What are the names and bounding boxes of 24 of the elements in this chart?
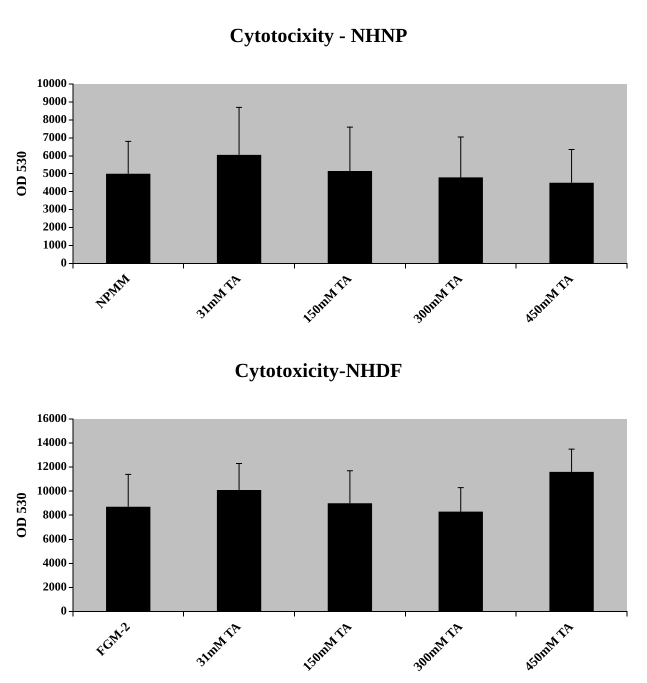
y-tick-label: 8000: [42, 112, 67, 126]
y-tick-label: 14000: [36, 435, 67, 450]
y-tick-label: 5000: [42, 166, 67, 180]
y-tick-label: 0: [60, 604, 67, 618]
y-tick-label: 6000: [42, 148, 67, 162]
y-tick-label: 4000: [42, 184, 67, 198]
y-axis-title: OD 530: [15, 492, 30, 538]
y-tick-label: 9000: [42, 94, 67, 108]
y-tick-label: 1000: [42, 238, 67, 252]
y-tick-label: 16000: [36, 411, 67, 426]
y-tick-label: 2000: [42, 220, 67, 234]
y-tick-label: 3000: [42, 202, 67, 216]
y-tick-label: 4000: [42, 555, 67, 570]
y-tick-label: 10000: [36, 483, 67, 498]
y-tick-label: 8000: [42, 507, 67, 522]
chart-title: Cytotoxicity-NHDF: [234, 360, 402, 382]
y-tick-label: 0: [60, 256, 67, 270]
y-axis-title: OD 530: [15, 150, 30, 196]
y-tick-label: 6000: [42, 531, 67, 546]
y-tick-label: 12000: [36, 459, 67, 474]
y-tick-label: 2000: [42, 580, 67, 594]
y-tick-label: 10000: [36, 76, 67, 90]
chart-title: Cytotocixity - NHNP: [230, 25, 408, 48]
y-tick-label: 7000: [42, 130, 67, 144]
